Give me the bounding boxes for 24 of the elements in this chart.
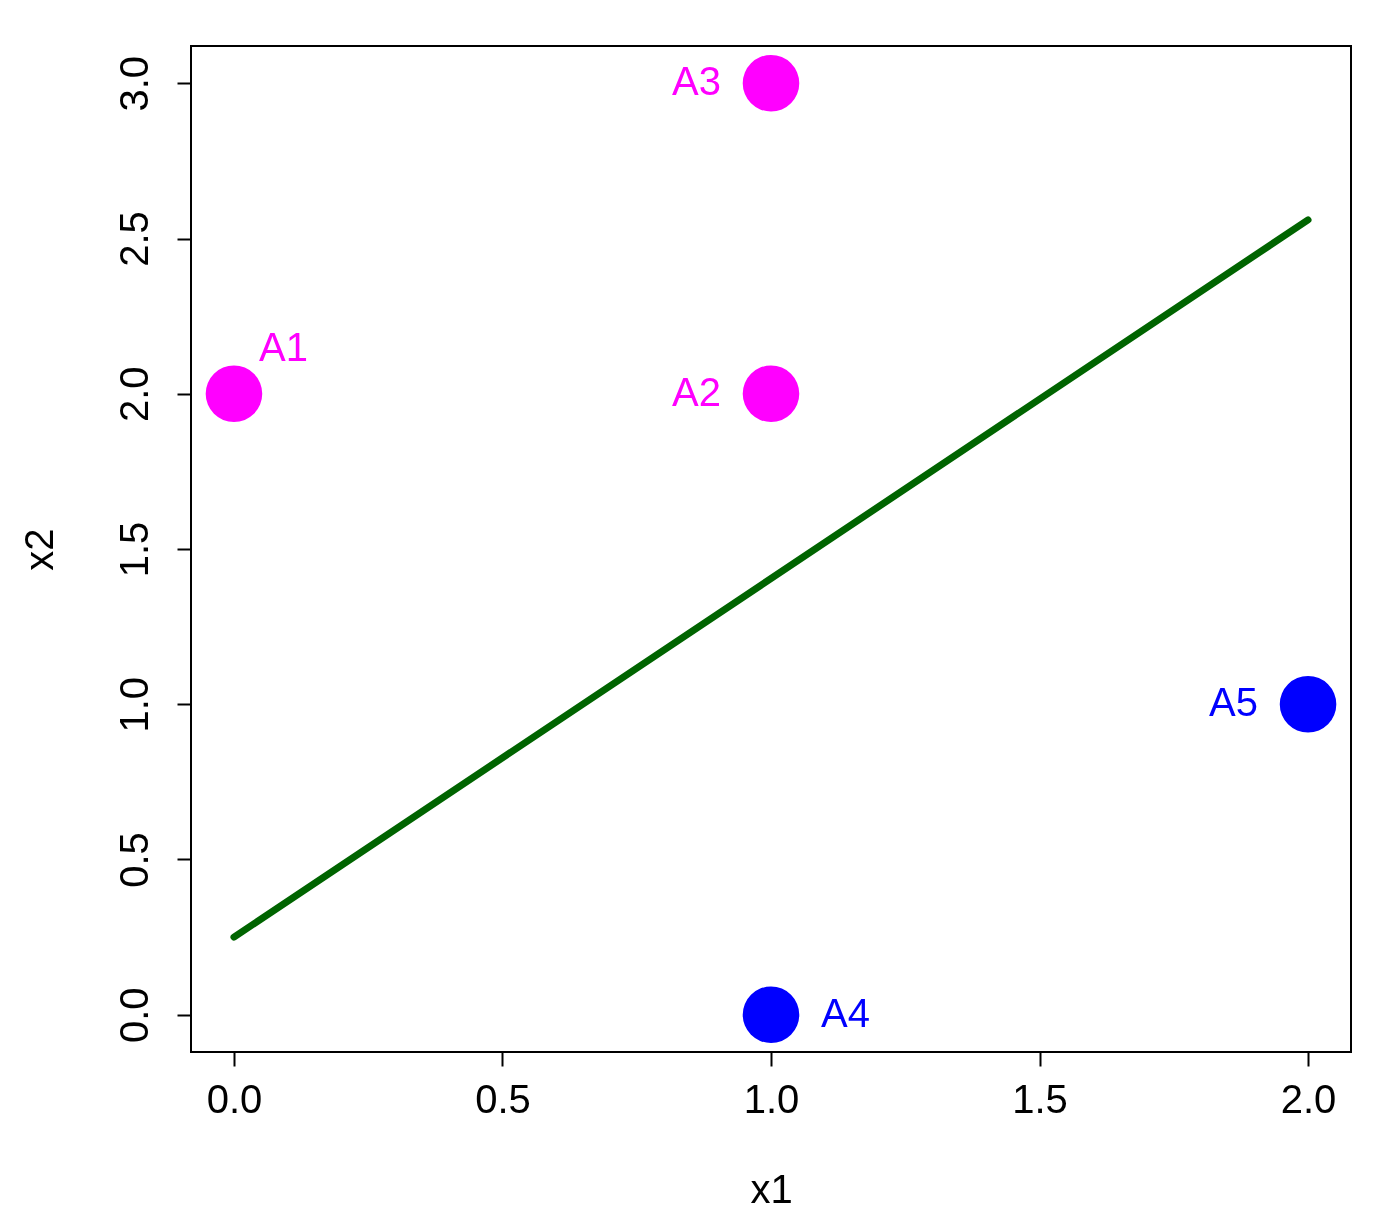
- data-label: A4: [821, 990, 870, 1035]
- point: [742, 365, 800, 422]
- x-tick-label: 1.5: [1012, 1076, 1068, 1121]
- point: [742, 986, 800, 1043]
- y-tick-label: 3.0: [111, 55, 156, 112]
- data-label: A2: [672, 369, 721, 414]
- x-tick-label: 1.0: [743, 1076, 800, 1121]
- y-tick-label: 0.0: [111, 987, 156, 1044]
- y-axis-title: x2: [16, 528, 61, 571]
- point: [205, 365, 263, 422]
- x-tick-label: 2.0: [1280, 1076, 1337, 1121]
- data-label: A5: [1209, 680, 1259, 725]
- x-tick-label: 0.5: [475, 1076, 531, 1121]
- point: [1279, 676, 1337, 733]
- y-tick-label: 0.5: [111, 832, 156, 888]
- data-label: A3: [672, 59, 721, 104]
- x-tick-label: 0.0: [206, 1076, 263, 1121]
- y-tick-label: 1.5: [111, 521, 156, 578]
- y-tick-label: 2.0: [111, 366, 156, 423]
- y-tick-label: 1.0: [111, 676, 156, 733]
- y-tick-label: 2.5: [111, 211, 156, 267]
- data-label: A1: [258, 324, 308, 369]
- x-axis-title: x1: [750, 1166, 793, 1211]
- point: [742, 55, 800, 112]
